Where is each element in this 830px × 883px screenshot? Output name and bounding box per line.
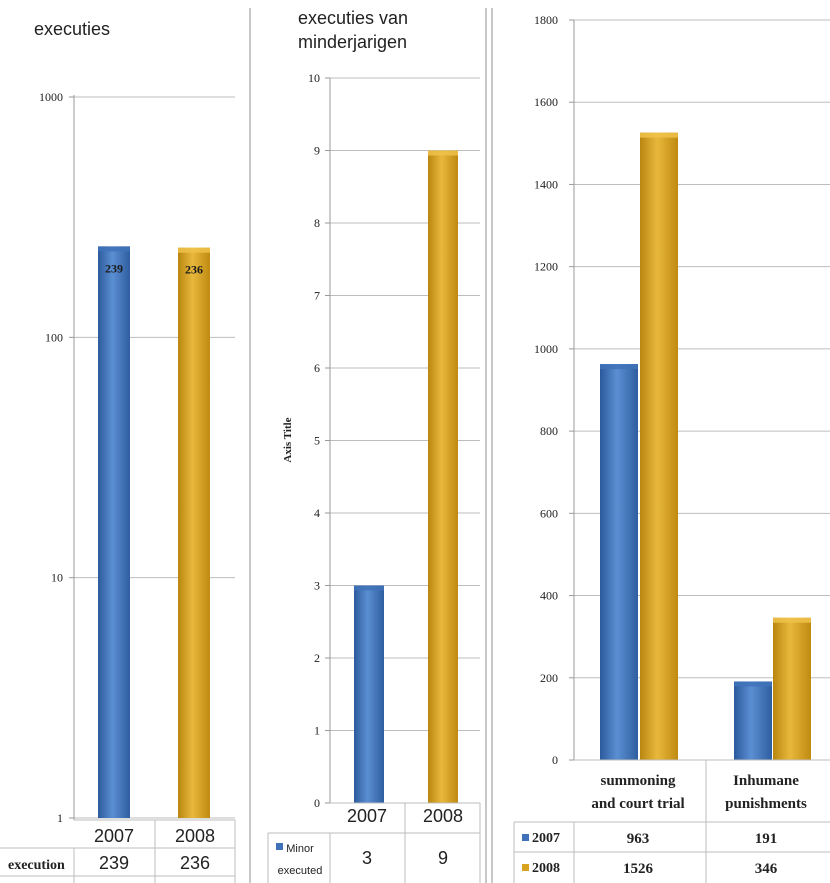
chart3-bar-2008-1	[640, 132, 678, 761]
chart2-cat-2008: 2008	[423, 806, 463, 826]
chart3-legend-swatch-2007	[522, 834, 529, 841]
chart2-table-value-2007: 3	[362, 848, 372, 868]
chart2-y-tick-label: 5	[314, 434, 320, 448]
chart2-legend-swatch	[276, 843, 283, 850]
chart3-bar-2007-1	[600, 364, 638, 760]
chart2-y-tick-label: 4	[314, 506, 320, 520]
chart2-y-tick-label: 3	[314, 579, 320, 593]
chart1-table-value-2007: 239	[99, 853, 129, 873]
chart1-bar-2007	[98, 246, 130, 818]
chart3-cat-1: summoning and court trial	[591, 773, 684, 812]
chart3-y-tick-label: 0	[552, 753, 558, 767]
chart3-cat-2: Inhumane punishments	[725, 773, 807, 812]
chart2-y-tick-label: 10	[308, 71, 320, 85]
chart2-table-row-label: Minor executed	[278, 843, 323, 877]
chart1-y-tick-label: 100	[45, 330, 63, 344]
chart3-y-tick-label: 200	[540, 671, 558, 685]
chart1-title: executies	[34, 19, 110, 39]
chart1-y-tick-label: 1000	[39, 90, 63, 104]
chart3-y-tick-label: 800	[540, 424, 558, 438]
chart3-y-tick-label: 600	[540, 506, 558, 520]
chart2-y-tick-label: 9	[314, 144, 320, 158]
chart3-row-label-2007: 2007	[532, 831, 560, 846]
chart2-y-tick-label: 8	[314, 216, 320, 230]
chart3-row-label-2008: 2008	[532, 861, 560, 876]
chart3-y-tick-label: 1000	[534, 342, 558, 356]
chart-executies: executies 1 10 100 1000 239 236 2007 2008 exe…	[0, 19, 236, 883]
chart1-data-label: 239	[105, 261, 123, 275]
chart3-value-2007-cat1: 963	[627, 831, 650, 847]
chart3-legend-swatch-2008	[522, 864, 529, 871]
chart2-y-tick-label: 6	[314, 361, 320, 375]
chart2-y-tick-label: 0	[314, 796, 320, 810]
chart2-axis-title: Axis Title	[282, 417, 294, 462]
chart3-value-2008-cat1: 1526	[623, 861, 654, 877]
chart3-y-tick-label: 1400	[534, 177, 558, 191]
chart1-data-label: 236	[185, 263, 203, 277]
chart2-bar-2008	[428, 150, 458, 803]
chart2-y-tick-label: 7	[314, 289, 320, 303]
chart2-title: executies van minderjarigen	[298, 8, 408, 52]
chart3-bar-2008-2	[773, 617, 811, 760]
chart1-bar-2008	[178, 247, 210, 818]
chart1-table-row-label: execution	[8, 858, 65, 873]
chart3-value-2007-cat2: 191	[755, 831, 778, 847]
chart-minderjarigen: executies van minderjarigen Axis Title 0 1…	[267, 8, 481, 883]
chart3-y-tick-label: 400	[540, 589, 558, 603]
chart1-cat-2007: 2007	[94, 826, 134, 846]
chart2-y-tick-label: 2	[314, 651, 320, 665]
chart1-cat-2008: 2008	[175, 826, 215, 846]
chart3-value-2008-cat2: 346	[755, 861, 778, 877]
chart2-bar-2007	[354, 585, 384, 803]
chart3-y-tick-label: 1600	[534, 95, 558, 109]
chart2-y-tick-label: 1	[314, 724, 320, 738]
chart1-y-tick-label: 10	[51, 571, 63, 585]
chart3-bar-2007-2	[734, 681, 772, 760]
chart2-cat-2007: 2007	[347, 806, 387, 826]
chart-summoning-punishments: 0 200 400 600 800 1000 1200 1400 1600 1800 summon…	[513, 13, 830, 883]
chart3-y-tick-label: 1200	[534, 260, 558, 274]
chart1-table-value-2008: 236	[180, 853, 210, 873]
chart3-y-tick-label: 1800	[534, 13, 558, 27]
chart2-table-value-2008: 9	[438, 848, 448, 868]
chart1-y-tick-label: 1	[57, 811, 63, 825]
